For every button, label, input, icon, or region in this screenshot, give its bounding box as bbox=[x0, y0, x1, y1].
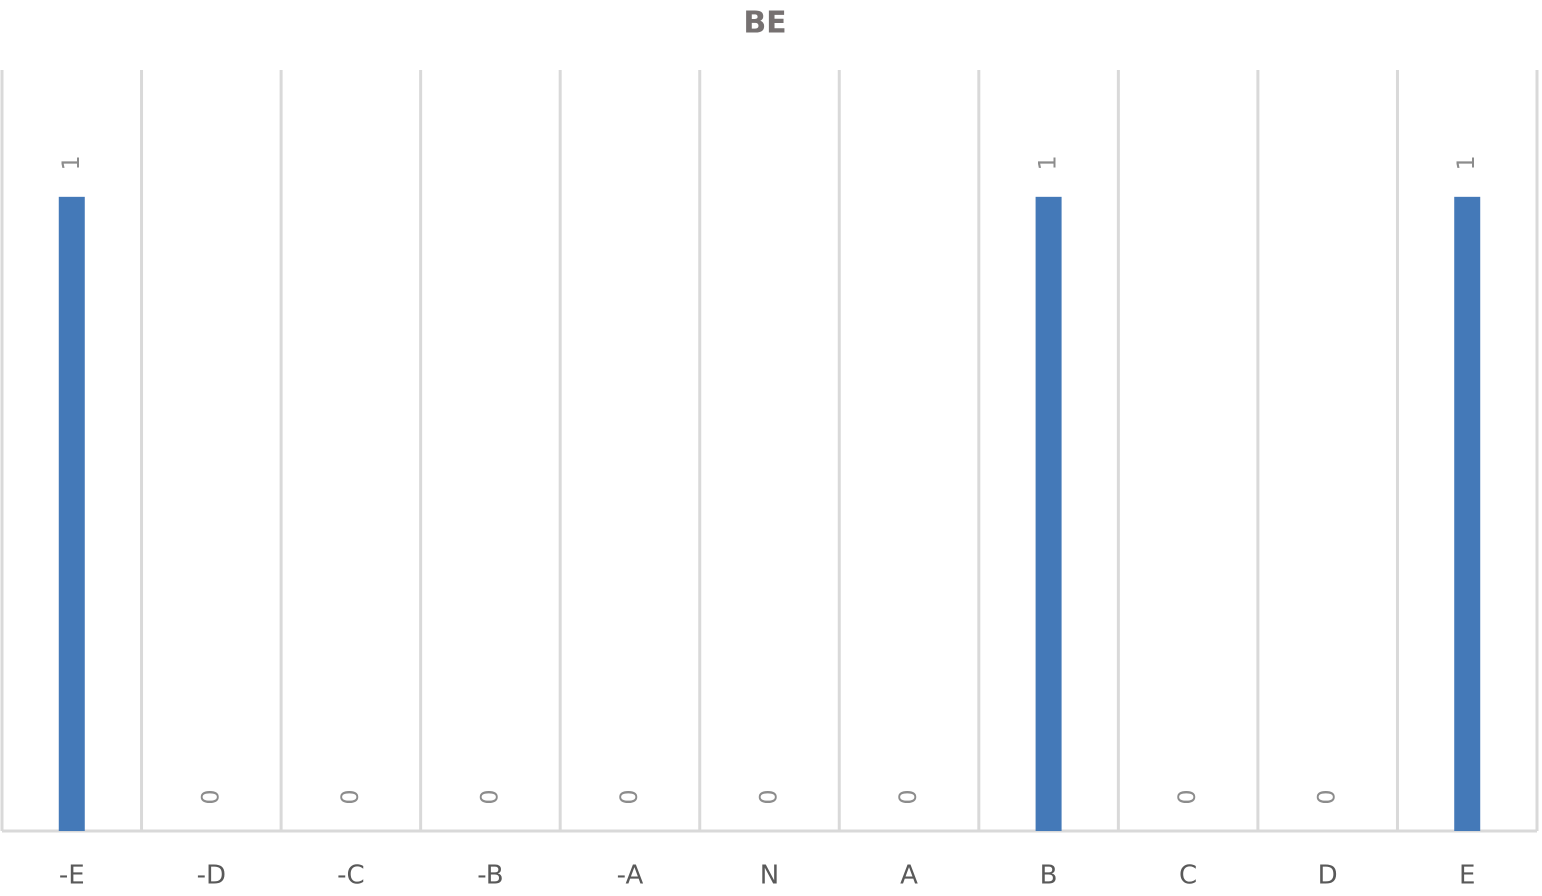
x-tick-label: C bbox=[1179, 861, 1197, 891]
x-tick-label: D bbox=[1318, 861, 1338, 891]
x-tick-label: -E bbox=[59, 861, 85, 891]
x-tick-label: -C bbox=[337, 861, 365, 891]
x-tick-label: -A bbox=[617, 861, 644, 891]
data-label: 0 bbox=[475, 789, 503, 804]
data-label: 0 bbox=[894, 789, 922, 804]
data-label: 0 bbox=[1313, 789, 1341, 804]
data-label: 0 bbox=[336, 789, 364, 804]
bar bbox=[1035, 196, 1062, 832]
data-label: 1 bbox=[57, 155, 85, 170]
bar bbox=[58, 196, 85, 832]
data-label: 0 bbox=[755, 789, 783, 804]
x-tick-label: N bbox=[760, 861, 779, 891]
data-label: 0 bbox=[196, 789, 224, 804]
x-tick-label: B bbox=[1040, 861, 1058, 891]
data-label: 1 bbox=[1034, 155, 1062, 170]
bar bbox=[1454, 196, 1481, 832]
data-label: 0 bbox=[615, 789, 643, 804]
x-tick-label: -D bbox=[197, 861, 226, 891]
x-tick-label: -B bbox=[477, 861, 503, 891]
data-label: 1 bbox=[1452, 155, 1480, 170]
data-label: 0 bbox=[1173, 789, 1201, 804]
x-tick-label: E bbox=[1459, 861, 1475, 891]
x-tick-label: A bbox=[900, 861, 918, 891]
chart-title: BE bbox=[743, 6, 786, 41]
